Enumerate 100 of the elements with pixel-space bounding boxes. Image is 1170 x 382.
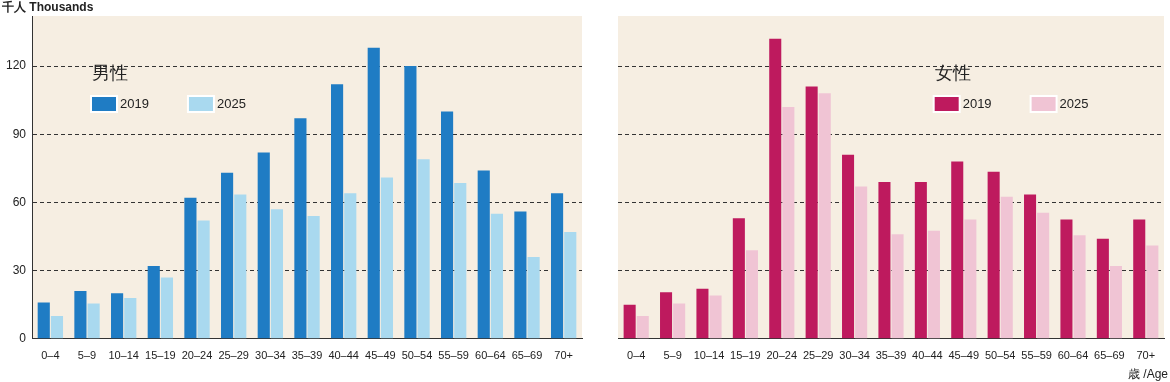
x-tick-label: 5–9 [77,349,97,362]
bar [257,152,270,339]
bar [1109,266,1122,339]
y-axis-title: 千人 Thousands [1,0,94,15]
bar [1000,196,1013,339]
x-tick-label: 10–14 [693,349,725,362]
x-axis-title: 歳 /Age [1127,367,1169,382]
x-tick-label: 0–4 [41,349,60,362]
x-tick-label: 50–54 [401,349,433,362]
bar [623,304,636,339]
bar [454,183,467,339]
bar [234,194,247,339]
x-tick-label: 70+ [554,349,573,362]
bar [855,186,868,339]
x-tick-label: 10–14 [108,349,139,362]
bar [842,154,855,339]
x-tick-label: 60–64 [1057,349,1089,362]
bar [914,181,927,339]
x-tick-label: 65–69 [511,349,543,362]
x-tick-label: 40–44 [328,349,359,362]
bar [147,266,160,339]
legend-title: 女性 [934,62,971,83]
bar [160,277,174,339]
bar [111,293,124,339]
bar [1096,238,1109,339]
bar [636,316,649,339]
legend-label: 2019 [120,95,149,111]
bar [477,170,490,339]
x-tick-label: 55–59 [1021,349,1052,362]
bar [441,111,454,339]
bar [527,256,540,339]
bar [490,213,504,339]
bar [1024,194,1037,339]
x-tick-label: 55–59 [438,349,469,362]
bar [551,193,564,339]
x-tick-label: 60–64 [475,349,506,362]
x-tick-label: 15–19 [730,349,761,362]
bar [564,231,577,339]
bar [891,234,904,339]
bar [124,297,137,339]
x-tick-label: 30–34 [255,349,286,362]
x-tick-label: 25–29 [218,349,249,362]
x-tick-label: 50–54 [984,349,1016,362]
x-tick-label: 45–49 [365,349,396,362]
bar [696,288,709,339]
bar [307,216,320,339]
legend-label: 2019 [962,95,992,111]
bar [184,197,197,339]
bar [404,66,417,339]
y-tick-label: 120 [5,58,27,73]
x-tick-label: 20–24 [181,349,213,362]
bar [1037,212,1050,339]
x-tick-label: 65–69 [1094,349,1125,362]
y-tick-label: 0 [19,331,27,346]
x-tick-label: 70+ [1136,349,1156,362]
y-tick-label: 30 [12,262,27,277]
bar [878,181,891,339]
x-tick-label: 35–39 [875,349,907,362]
bar [769,38,782,339]
x-tick-label: 30–34 [839,349,870,362]
bar [1146,245,1159,339]
bar [331,84,344,339]
bar [514,211,527,339]
x-tick-label: 20–24 [766,349,798,362]
bar [1060,219,1073,339]
x-tick-label: 25–29 [802,349,834,362]
bar [380,177,394,339]
bar [660,292,673,339]
bar [732,218,745,339]
bar [782,106,795,339]
y-tick-label: 60 [12,194,27,209]
bar [37,302,50,339]
bar [987,171,1000,339]
bar [673,303,686,339]
bar [87,303,100,339]
bar [294,118,307,339]
bar [927,230,940,339]
bar [805,86,818,339]
bar [197,220,210,339]
bar [221,172,234,339]
legend-label: 2025 [216,95,246,111]
legend-title: 男性 [92,62,129,83]
x-tick-label: 45–49 [948,349,980,362]
bar [709,295,722,339]
x-tick-label: 0–4 [627,349,646,362]
bar [344,193,357,339]
x-tick-label: 40–44 [912,349,943,362]
bar [951,161,964,339]
bar [50,316,64,339]
bar [745,250,758,339]
bar [367,47,380,339]
bar [417,159,430,339]
bar [74,291,87,339]
bar [270,209,284,339]
y-tick-label: 90 [12,126,27,141]
bar [1133,219,1146,339]
x-tick-label: 35–39 [291,349,323,362]
legend-label: 2025 [1059,95,1089,111]
bar [1073,235,1086,339]
x-tick-label: 15–19 [145,349,176,362]
